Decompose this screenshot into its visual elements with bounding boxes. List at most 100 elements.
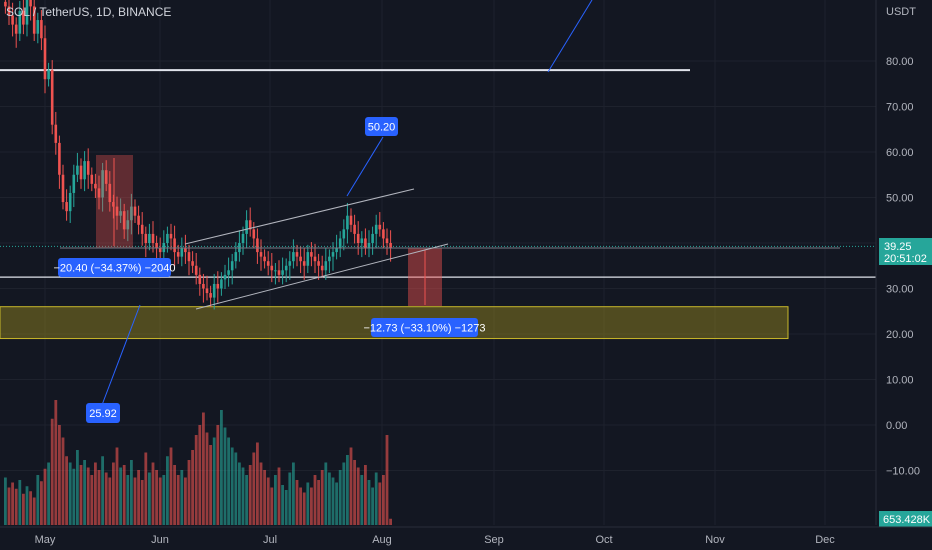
volume-bar bbox=[162, 475, 166, 525]
volume-bar bbox=[209, 445, 212, 525]
candle-body bbox=[11, 15, 14, 25]
volume-bar bbox=[259, 462, 263, 525]
candle-body bbox=[155, 243, 158, 248]
volume-bar bbox=[140, 480, 144, 525]
candle-body bbox=[374, 224, 378, 234]
candle-body bbox=[140, 224, 144, 234]
candle-body bbox=[169, 233, 173, 239]
time-axis-label: Sep bbox=[484, 534, 504, 546]
volume-bar bbox=[389, 518, 392, 525]
volume-bar bbox=[342, 462, 346, 525]
candle-body bbox=[205, 288, 209, 294]
volume-bar bbox=[266, 477, 270, 525]
volume-bar bbox=[14, 488, 18, 525]
channel-lower-line[interactable] bbox=[195, 243, 449, 310]
candle-body bbox=[245, 220, 248, 234]
candle-body bbox=[356, 233, 360, 243]
volume-bar bbox=[61, 437, 65, 525]
candle-body bbox=[32, 6, 36, 34]
measure-label-left-bg[interactable] bbox=[58, 258, 171, 277]
candle-body bbox=[112, 202, 115, 207]
candle-body bbox=[166, 233, 169, 243]
volume-bar bbox=[378, 482, 382, 525]
volume-bar bbox=[320, 470, 324, 525]
candle-body bbox=[349, 215, 353, 225]
callout-label-top-bg[interactable] bbox=[365, 117, 398, 136]
candle-body bbox=[50, 70, 54, 125]
candle-body bbox=[256, 238, 259, 253]
candle-body bbox=[328, 256, 331, 262]
candle-body bbox=[90, 174, 94, 184]
volume-bar bbox=[176, 475, 180, 525]
candle-body bbox=[310, 252, 313, 257]
countdown-badge: 20:51:02 bbox=[884, 253, 927, 265]
volume-bar bbox=[313, 475, 317, 525]
candle-body bbox=[263, 256, 266, 262]
candle-body bbox=[302, 261, 306, 266]
volume-bar bbox=[202, 412, 205, 525]
volume-bar bbox=[90, 475, 94, 525]
volume-bar bbox=[22, 493, 25, 525]
candle-body bbox=[7, 6, 11, 16]
callout-label-bottom[interactable]: 25.92 bbox=[89, 408, 117, 420]
volume-bar bbox=[130, 460, 133, 525]
candle-body bbox=[241, 233, 245, 243]
volume-bar bbox=[72, 468, 76, 525]
candle-body bbox=[94, 183, 97, 189]
measure-label-right[interactable]: −12.73 (−33.10%) −1273 bbox=[363, 323, 485, 335]
price-tick-label: 30.00 bbox=[886, 284, 914, 296]
volume-bar bbox=[227, 437, 230, 525]
candle-body bbox=[216, 283, 220, 289]
symbol-title[interactable]: SOL / TetherUS, 1D, BINANCE bbox=[6, 5, 172, 19]
volume-badge: 653.428K bbox=[883, 514, 931, 526]
price-tick-label: 0.00 bbox=[886, 420, 907, 432]
volume-bar bbox=[50, 418, 54, 525]
measure-label-right-bg[interactable] bbox=[371, 318, 478, 337]
candle-body bbox=[40, 20, 43, 39]
callout-line-top-right bbox=[547, 0, 593, 73]
volume-bar bbox=[324, 462, 328, 525]
candle-body bbox=[338, 238, 342, 248]
candle-body bbox=[79, 165, 83, 180]
candle-body bbox=[320, 265, 324, 271]
candle-body bbox=[259, 252, 263, 257]
volume-bar bbox=[76, 450, 79, 525]
candle-body bbox=[119, 211, 122, 216]
callout-label-top[interactable]: 50.20 bbox=[368, 122, 396, 134]
candle-body bbox=[176, 252, 180, 257]
volume-bar bbox=[4, 477, 7, 525]
volume-bar bbox=[29, 491, 32, 525]
volume-bar bbox=[158, 477, 162, 525]
channel-upper-line[interactable] bbox=[184, 188, 415, 245]
candle-body bbox=[198, 274, 202, 284]
volume-bar bbox=[371, 487, 374, 525]
volume-bar bbox=[230, 447, 234, 525]
volume-bar bbox=[119, 467, 122, 525]
volume-bar bbox=[36, 475, 40, 525]
candle-body bbox=[270, 265, 274, 271]
volume-bar bbox=[79, 465, 83, 525]
volume-bar bbox=[166, 456, 169, 525]
candle-body bbox=[288, 261, 292, 266]
candle-body bbox=[47, 70, 50, 80]
candle-body bbox=[158, 247, 162, 253]
candle-body bbox=[274, 270, 277, 272]
volume-bar bbox=[108, 477, 112, 525]
volume-bar bbox=[43, 468, 47, 525]
last-price-badge: 39.25 bbox=[884, 241, 912, 253]
volume-bar bbox=[302, 492, 306, 525]
callout-line-top bbox=[346, 136, 384, 197]
volume-bar bbox=[292, 462, 295, 525]
time-axis-label: Aug bbox=[372, 534, 392, 546]
candle-body bbox=[122, 211, 126, 230]
candle-body bbox=[18, 10, 22, 34]
volume-bar bbox=[7, 487, 11, 525]
callout-label-bottom-bg[interactable] bbox=[86, 403, 120, 423]
volume-bar bbox=[374, 472, 378, 525]
volume-bar bbox=[270, 487, 274, 525]
candle-body bbox=[248, 220, 252, 230]
price-tick-label: 80.00 bbox=[886, 56, 914, 68]
measure-label-left[interactable]: −20.40 (−34.37%) −2040 bbox=[53, 263, 175, 275]
candle-body bbox=[54, 124, 58, 143]
